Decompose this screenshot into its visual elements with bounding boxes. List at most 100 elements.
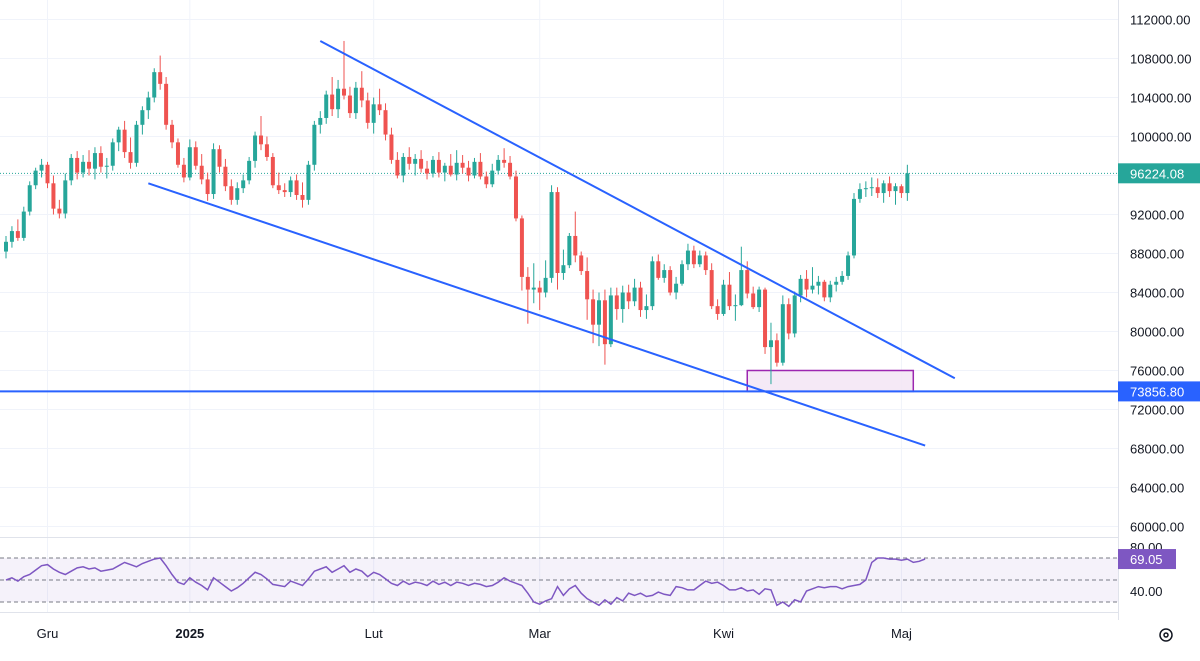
candle-body xyxy=(140,110,145,125)
candle-body xyxy=(199,165,204,180)
candle-body xyxy=(9,231,14,242)
candle-body xyxy=(703,255,708,271)
time-tick-label: Lut xyxy=(365,626,383,641)
candle-body xyxy=(175,142,180,165)
time-tick-label: Maj xyxy=(891,626,912,641)
candle-body xyxy=(899,186,904,194)
candle-body xyxy=(134,124,139,163)
candle-body xyxy=(780,304,785,363)
candle-body xyxy=(413,158,418,164)
candle-body xyxy=(608,295,613,345)
candle-body xyxy=(181,164,186,178)
candle-body xyxy=(721,284,726,314)
price-tick-label: 72000.00 xyxy=(1130,403,1184,418)
candle-body xyxy=(116,129,121,143)
candle-body xyxy=(27,185,32,212)
candle-body xyxy=(430,159,435,174)
candle-body xyxy=(573,235,578,256)
rsi-tick-label: 40.00 xyxy=(1130,584,1163,599)
candle-body xyxy=(519,218,524,277)
gear-icon[interactable] xyxy=(1159,628,1173,642)
candle-body xyxy=(887,183,892,192)
price-tick-label: 92000.00 xyxy=(1130,208,1184,223)
candle-body xyxy=(241,180,246,189)
candle-body xyxy=(697,255,702,265)
candle-body xyxy=(869,187,874,189)
candle-body xyxy=(484,176,489,185)
candle-body xyxy=(217,149,222,167)
price-tick-label: 60000.00 xyxy=(1130,520,1184,535)
buy-zone-rect[interactable] xyxy=(746,369,915,393)
candle-body xyxy=(300,195,305,200)
candle-body xyxy=(39,164,44,171)
support-price-badge xyxy=(1118,381,1200,402)
candle-body xyxy=(502,159,507,163)
rsi-pane xyxy=(0,557,1118,608)
candle-body xyxy=(763,289,768,348)
support-line-layer xyxy=(0,172,1118,393)
candle-body xyxy=(466,167,471,176)
candle-body xyxy=(478,161,483,177)
candle-body xyxy=(347,95,352,114)
candle-body xyxy=(460,162,465,168)
candle-body xyxy=(875,187,880,194)
candle-body xyxy=(365,100,370,123)
candle-body xyxy=(513,176,518,219)
price-tick-label: 112000.00 xyxy=(1130,13,1191,28)
candle-body xyxy=(662,270,667,278)
candle-body xyxy=(98,153,103,167)
candle-body xyxy=(401,156,406,176)
candle-body xyxy=(276,185,281,191)
candle-body xyxy=(436,159,441,173)
candle-body xyxy=(567,235,572,266)
rsi-line xyxy=(5,557,926,608)
candle-body xyxy=(685,250,690,265)
candle-body xyxy=(235,188,240,200)
candle-body xyxy=(306,164,311,200)
candle-body xyxy=(834,281,839,285)
time-tick-label: Gru xyxy=(37,626,59,641)
candle-body xyxy=(395,159,400,176)
candle-body xyxy=(591,299,596,325)
candle-body xyxy=(822,281,827,298)
candle-body xyxy=(620,292,625,310)
trendline-upper[interactable] xyxy=(319,40,956,380)
candle-body xyxy=(585,271,590,300)
candle-body xyxy=(229,186,234,200)
candle-body xyxy=(804,278,809,290)
candle-body xyxy=(739,270,744,306)
candle-body xyxy=(122,129,127,153)
price-tick-label: 80000.00 xyxy=(1130,325,1184,340)
candle-body xyxy=(757,289,762,308)
candle-body xyxy=(691,250,696,265)
ui-controls xyxy=(1159,628,1173,642)
candle-body xyxy=(632,287,637,302)
candle-body xyxy=(709,270,714,307)
candle-body xyxy=(389,134,394,160)
candle-body xyxy=(905,173,910,194)
candle-body xyxy=(680,264,685,284)
price-tick-label: 64000.00 xyxy=(1130,481,1184,496)
candle-body xyxy=(768,340,773,348)
candle-body xyxy=(377,104,382,111)
candle-body xyxy=(490,170,495,185)
candle-body xyxy=(110,142,115,166)
candle-body xyxy=(508,162,513,177)
candle-body xyxy=(258,135,263,145)
candle-body xyxy=(549,192,554,278)
candle-body xyxy=(128,152,133,163)
candle-body xyxy=(312,124,317,165)
candle-body xyxy=(733,305,738,307)
trendlines[interactable] xyxy=(148,40,956,447)
candle-body xyxy=(579,255,584,272)
candle-body xyxy=(288,180,293,193)
candle-body xyxy=(727,284,732,307)
support-price-label: 73856.80 xyxy=(1130,384,1184,399)
candle-body xyxy=(21,211,26,238)
candle-body xyxy=(810,285,815,290)
price-tick-label: 100000.00 xyxy=(1130,130,1191,145)
candle-body xyxy=(674,283,679,293)
candle-body xyxy=(407,156,412,164)
trendline-lower[interactable] xyxy=(148,182,926,447)
